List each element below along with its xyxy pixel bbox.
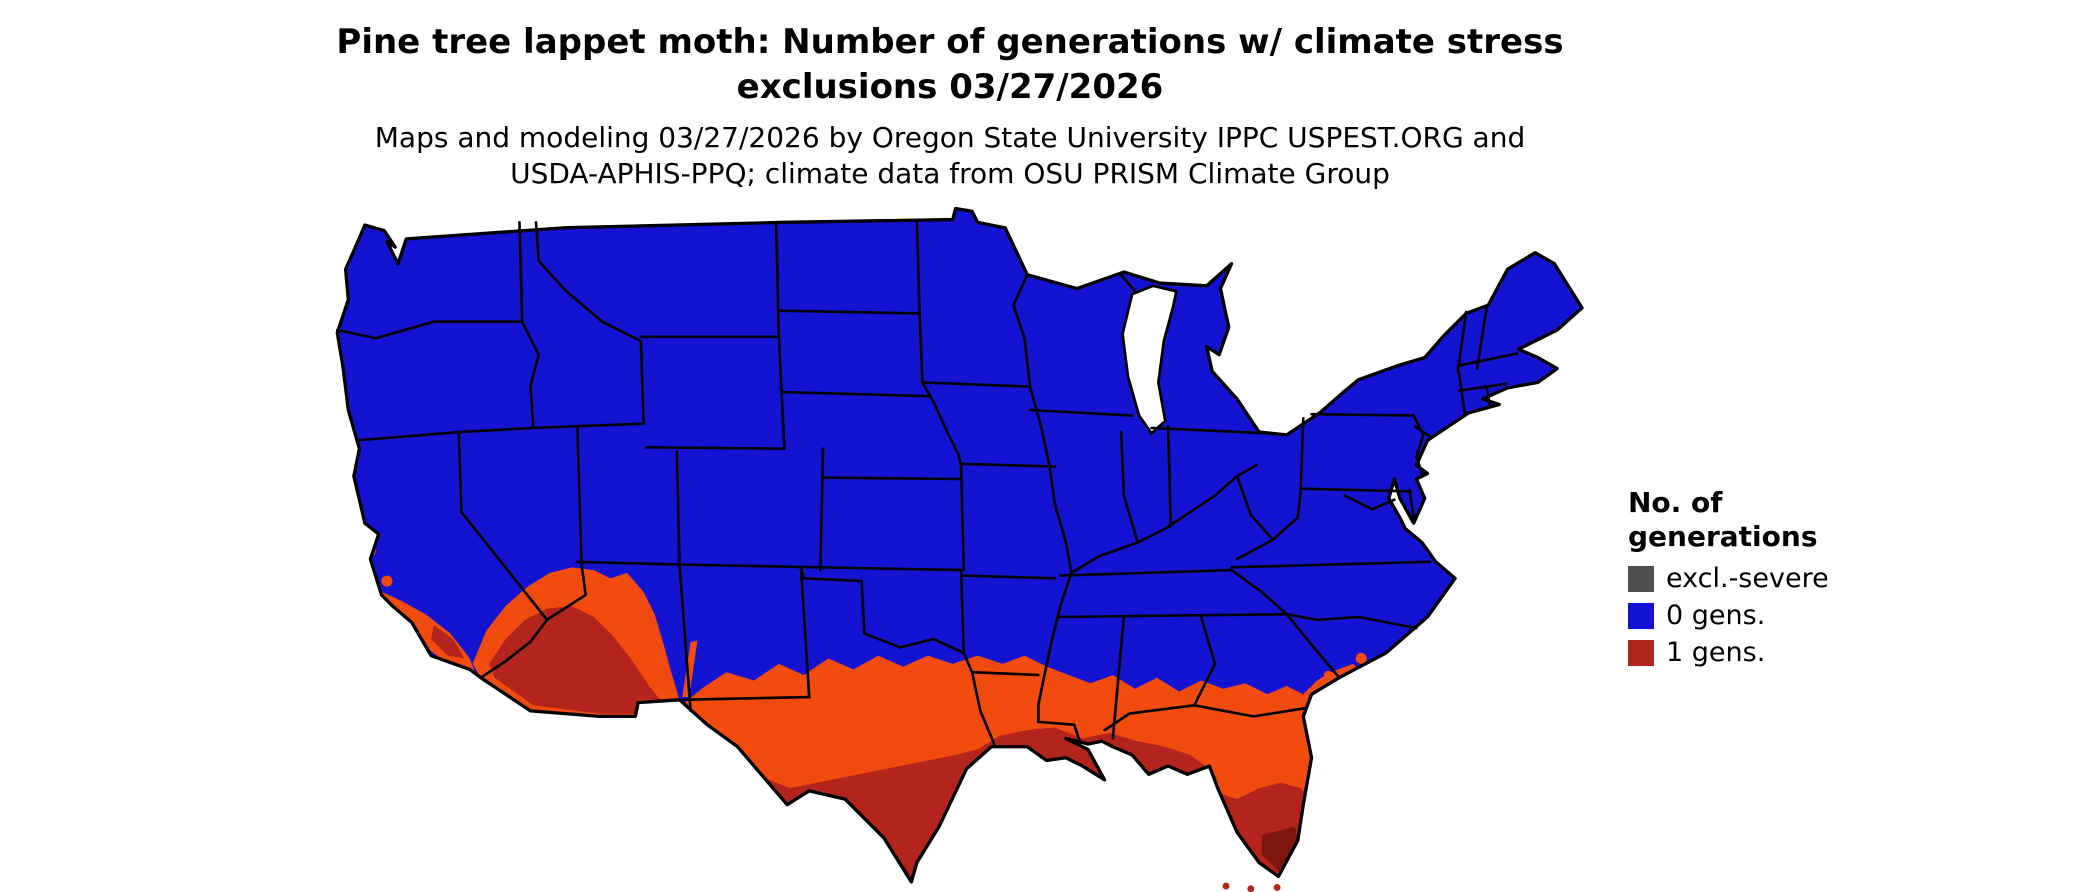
legend-item-excl-severe: excl.-severe <box>1628 564 1829 594</box>
legend-swatch-1-gens <box>1628 639 1654 666</box>
florida-keys-dots <box>1222 882 1281 892</box>
legend-item-1-gens: 1 gens. <box>1628 636 1829 668</box>
subtitle-line-1: Maps and modeling 03/27/2026 by Oregon S… <box>374 121 1526 154</box>
legend-title-line-1: No. of <box>1628 486 1723 519</box>
legend-title: No. of generations <box>1628 486 1829 554</box>
lake-michigan <box>1121 284 1178 436</box>
subtitle-line-2: USDA-APHIS-PPQ; climate data from OSU PR… <box>510 157 1390 191</box>
legend-swatch-excl-severe <box>1628 566 1654 593</box>
legend-swatch-0-gens <box>1628 602 1654 629</box>
state-boundary-lines <box>335 221 1519 746</box>
legend-title-line-2: generations <box>1628 520 1818 554</box>
conus-generations-map <box>335 206 1584 892</box>
page-subtitle: Maps and modeling 03/27/2026 by Oregon S… <box>315 120 1585 193</box>
map-legend: No. of generations excl.-severe 0 gens. … <box>1628 486 1829 674</box>
legend-label-0-gens: 0 gens. <box>1666 600 1766 631</box>
title-line-1: Pine tree lappet moth: Number of generat… <box>336 22 1564 62</box>
page-title: Pine tree lappet moth: Number of generat… <box>315 20 1585 110</box>
legend-item-0-gens: 0 gens. <box>1628 601 1829 631</box>
legend-label-excl-severe: excl.-severe <box>1666 563 1829 595</box>
title-line-2: exclusions 03/27/2026 <box>736 66 1164 107</box>
legend-label-1-gens: 1 gens. <box>1666 636 1766 668</box>
